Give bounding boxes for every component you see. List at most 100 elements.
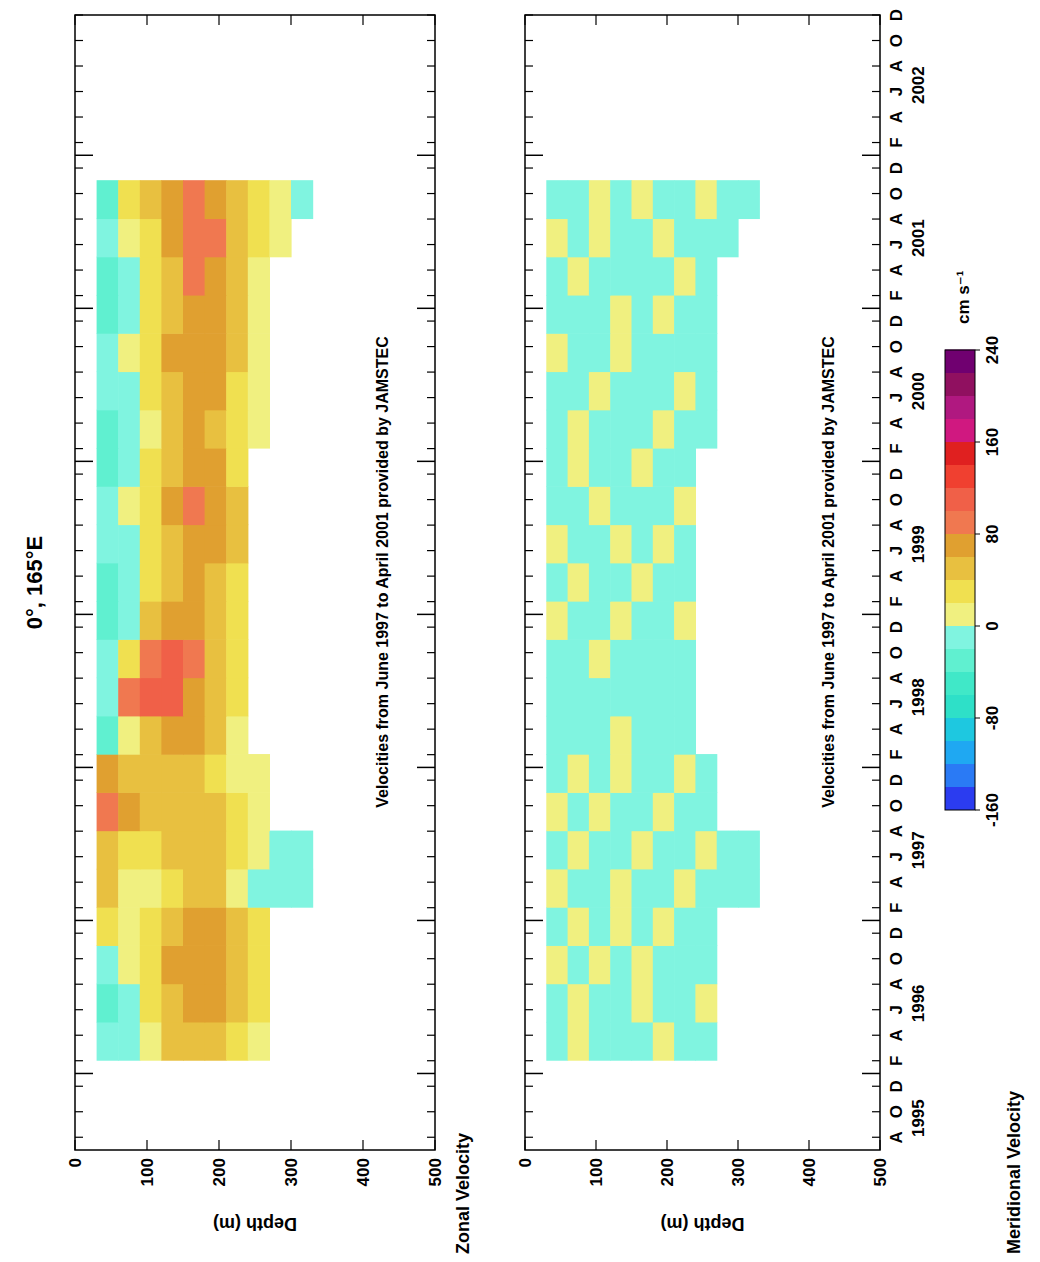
cell [97, 1022, 119, 1061]
x-tick-label: J [887, 1005, 906, 1014]
x-tick [872, 320, 880, 321]
cell [118, 984, 140, 1023]
colorbar-cell [945, 488, 975, 512]
x-tick [75, 907, 83, 908]
cell [183, 257, 205, 296]
year-tick [525, 461, 543, 463]
cell [546, 218, 568, 257]
x-tick [525, 1060, 533, 1061]
x-tick [525, 65, 533, 66]
x-tick [525, 295, 533, 296]
y-tick [808, 15, 809, 25]
x-tick-label: A [887, 519, 906, 531]
x-tick [872, 1137, 880, 1138]
year-tick [417, 920, 435, 922]
x-tick-label: O [887, 187, 906, 200]
cell [97, 869, 119, 908]
x-tick [75, 142, 83, 143]
year-label: 2001 [909, 219, 928, 257]
colorbar-cell [945, 580, 975, 604]
cell [632, 601, 654, 640]
x-tick-label: O [887, 646, 906, 659]
cell [610, 257, 632, 296]
cell [589, 486, 611, 525]
x-tick [427, 652, 435, 653]
x-tick [525, 14, 533, 15]
cell [610, 371, 632, 410]
cell [653, 907, 675, 946]
cell [183, 907, 205, 946]
cell [248, 257, 270, 296]
cell [140, 907, 162, 946]
x-tick [75, 754, 83, 755]
x-tick [75, 576, 83, 577]
x-tick [525, 142, 533, 143]
x-tick [75, 167, 83, 168]
cell [248, 754, 270, 793]
cell [589, 371, 611, 410]
cell [205, 984, 227, 1023]
x-tick [75, 652, 83, 653]
x-tick [75, 831, 83, 832]
cell [632, 639, 654, 678]
cell [226, 180, 248, 219]
cell [610, 639, 632, 678]
x-tick [525, 729, 533, 730]
cell [589, 639, 611, 678]
cell [674, 1022, 696, 1061]
annotation: Velocities from June 1997 to April 2001 … [820, 336, 837, 808]
cell [205, 945, 227, 984]
x-tick [525, 525, 533, 526]
cell [632, 486, 654, 525]
x-tick [427, 627, 435, 628]
year-tick [525, 920, 543, 922]
cell [653, 1022, 675, 1061]
cell [674, 295, 696, 334]
cell [546, 333, 568, 372]
cell [610, 486, 632, 525]
cell [695, 869, 717, 908]
year-tick [417, 1073, 435, 1075]
x-tick [427, 1035, 435, 1036]
cell [183, 333, 205, 372]
colorbar-cell [945, 557, 975, 581]
x-tick [75, 1111, 83, 1112]
year-tick [525, 614, 543, 616]
cell [161, 525, 183, 564]
x-tick [872, 907, 880, 908]
x-tick [427, 40, 435, 41]
cell [161, 678, 183, 717]
x-tick [427, 525, 435, 526]
x-tick-label: F [887, 596, 906, 606]
cell [118, 218, 140, 257]
cell [140, 486, 162, 525]
y-tick [146, 1140, 147, 1150]
x-tick-label: J [887, 852, 906, 861]
x-tick [525, 40, 533, 41]
cell [97, 639, 119, 678]
cell [161, 295, 183, 334]
cell [695, 218, 717, 257]
cell [140, 371, 162, 410]
x-tick [872, 550, 880, 551]
cell [97, 984, 119, 1023]
cell [140, 1022, 162, 1061]
x-tick-label: O [887, 952, 906, 965]
cell [589, 754, 611, 793]
year-tick [417, 308, 435, 310]
x-tick [872, 193, 880, 194]
cell [140, 984, 162, 1023]
cell [674, 984, 696, 1023]
x-tick [872, 371, 880, 372]
cell [546, 486, 568, 525]
cell [118, 333, 140, 372]
x-tick [75, 448, 83, 449]
x-tick-label: A [887, 825, 906, 837]
cell [738, 831, 760, 870]
year-tick [75, 1073, 93, 1075]
cell [248, 907, 270, 946]
cell [717, 831, 739, 870]
x-tick-label: A [887, 417, 906, 429]
x-tick-label: F [887, 290, 906, 300]
cell [568, 601, 590, 640]
